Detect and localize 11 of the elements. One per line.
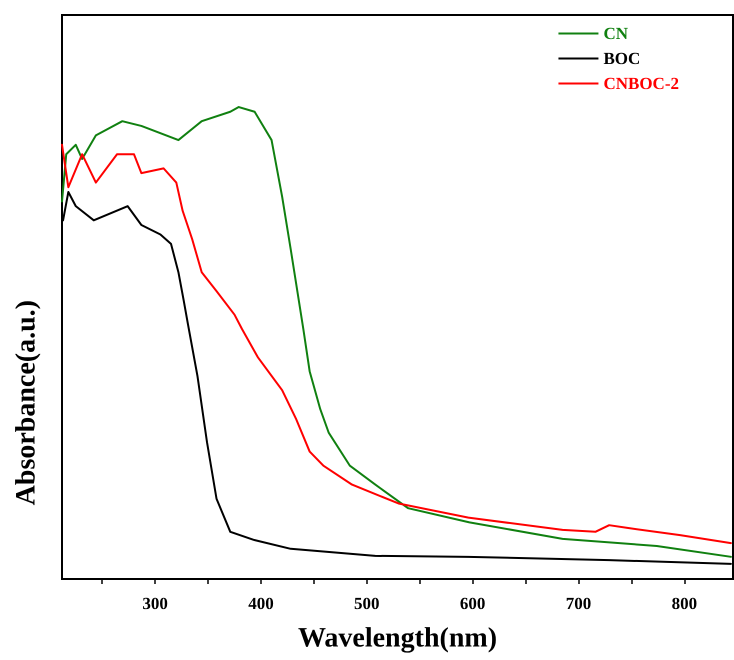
y-axis-title: Absorbance(a.u.) (10, 300, 42, 506)
x-axis-title: Wavelength(nm) (298, 622, 498, 654)
legend-label: CNBOC-2 (603, 74, 680, 93)
x-tick-label: 800 (672, 594, 698, 613)
x-tick-label: 500 (354, 594, 380, 613)
x-tick-label: 300 (142, 594, 168, 613)
legend-label: BOC (603, 49, 640, 68)
legend-label: CN (603, 24, 629, 43)
x-tick-label: 400 (248, 594, 274, 613)
x-tick-label: 600 (460, 594, 486, 613)
x-tick-label: 700 (566, 594, 592, 613)
